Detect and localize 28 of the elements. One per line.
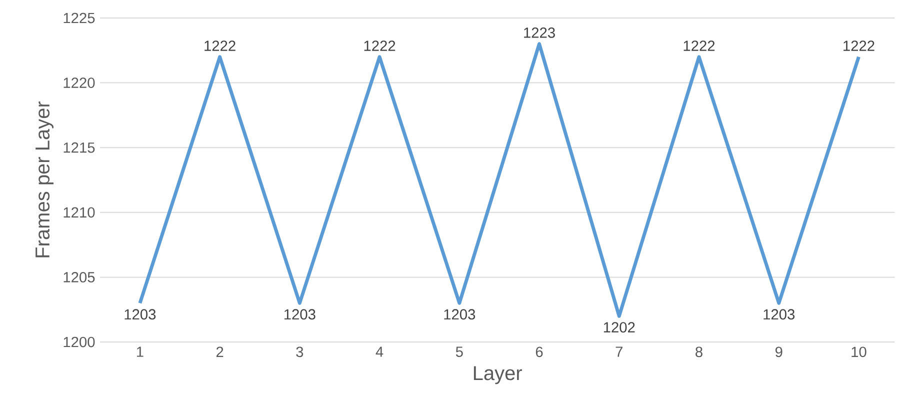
x-tick-label: 8 — [696, 346, 702, 358]
y-tick-label: 1225 — [64, 12, 95, 24]
data-label: 1202 — [604, 322, 635, 333]
y-tick-label: 1220 — [64, 78, 95, 88]
x-tick-label: 5 — [456, 346, 463, 357]
x-tick-label: 1 — [136, 346, 144, 357]
x-tick-label: 10 — [852, 346, 866, 358]
data-label: 1203 — [284, 309, 316, 320]
x-axis-title: Layer — [474, 366, 522, 384]
data-label: 1222 — [204, 40, 236, 51]
data-label: 1203 — [764, 309, 795, 320]
y-tick-label: 1210 — [64, 207, 95, 218]
x-tick-label: 7 — [616, 346, 622, 357]
y-tick-label: 1200 — [64, 336, 95, 348]
x-tick-label: 4 — [376, 346, 384, 357]
x-tick-label: 9 — [775, 346, 782, 358]
data-label: 1203 — [124, 309, 156, 320]
data-label: 1222 — [364, 40, 396, 51]
y-axis-title: Frames per Layer — [36, 101, 54, 258]
x-tick-label: 3 — [296, 346, 304, 358]
data-label: 1222 — [684, 40, 715, 51]
data-label: 1222 — [844, 40, 874, 51]
x-tick-label: 6 — [536, 346, 543, 358]
data-label: 1203 — [444, 309, 476, 320]
x-tick-label: 2 — [216, 346, 224, 357]
data-label: 1223 — [524, 28, 555, 38]
y-tick-label: 1215 — [64, 142, 95, 153]
y-tick-label: 1205 — [64, 272, 95, 282]
